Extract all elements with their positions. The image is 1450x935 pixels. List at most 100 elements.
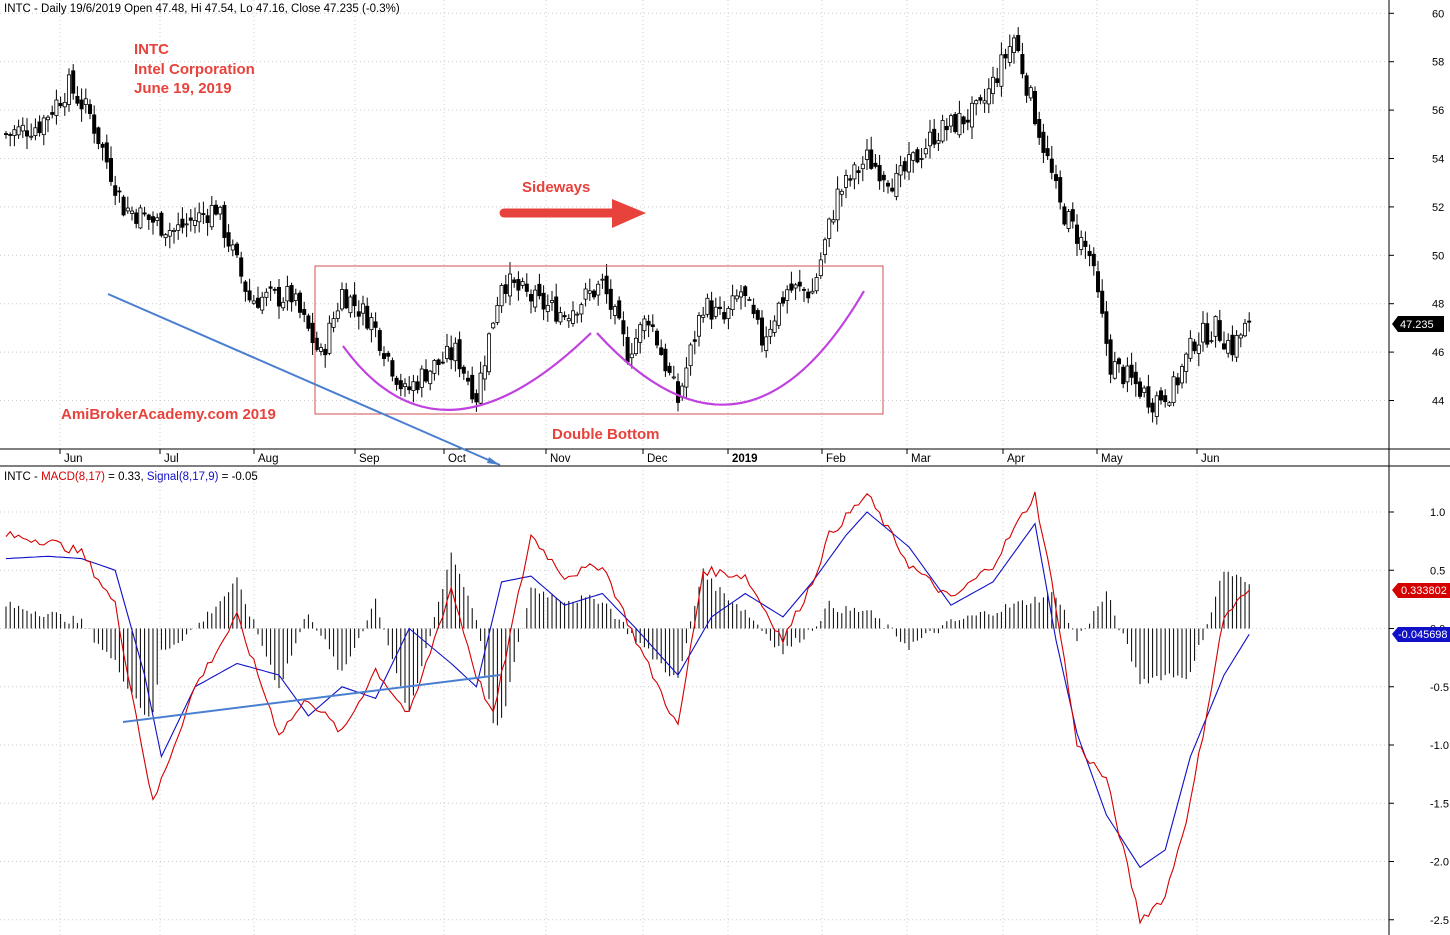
macd-divergence-trendline (122, 674, 501, 723)
candle (730, 284, 735, 316)
candle (331, 311, 336, 333)
candle (150, 211, 155, 235)
candle (243, 280, 248, 302)
candle (1108, 334, 1113, 384)
candle (1171, 371, 1176, 407)
candle (760, 310, 765, 353)
candle (705, 293, 710, 318)
macd-gridlines (0, 466, 1389, 935)
candle (155, 213, 160, 227)
macd-line (5, 491, 1250, 925)
candle (667, 362, 672, 376)
candle (533, 285, 538, 313)
candle (566, 314, 571, 328)
candle (327, 315, 332, 356)
candle (634, 328, 639, 356)
candle (1167, 401, 1172, 407)
candle (806, 288, 811, 304)
candle (71, 64, 76, 100)
candle (167, 222, 172, 249)
candle (524, 273, 529, 297)
candle (302, 301, 307, 323)
price-tick-label: 48 (1432, 299, 1444, 311)
candle (755, 308, 760, 325)
candle (1121, 364, 1126, 389)
candle (839, 188, 844, 207)
candle (701, 306, 706, 323)
candle (16, 119, 21, 139)
candle (1205, 312, 1210, 348)
candle (62, 92, 67, 116)
candle (869, 136, 874, 170)
candle (1196, 332, 1201, 367)
candle (848, 174, 853, 187)
candle (915, 147, 920, 164)
candle (356, 300, 361, 330)
candle (1012, 34, 1017, 64)
candle (146, 213, 151, 230)
candle (592, 289, 597, 300)
candle (743, 285, 748, 307)
date-tick-label: May (1101, 453, 1123, 465)
candle (571, 301, 576, 327)
candle (88, 99, 93, 120)
candle (860, 156, 865, 182)
candle (1062, 203, 1067, 226)
candle (100, 141, 105, 161)
candle (50, 105, 55, 119)
candle (83, 88, 88, 114)
candle (1104, 301, 1109, 356)
candle (898, 155, 903, 188)
svg-text:-0.045698: -0.045698 (1398, 629, 1448, 641)
candle (596, 280, 601, 306)
date-tick-label: 2019 (732, 453, 758, 465)
candle (474, 389, 479, 412)
candle (1066, 208, 1071, 233)
candle (1024, 72, 1029, 103)
candle (339, 282, 344, 312)
candle (1091, 247, 1096, 276)
candle (444, 333, 449, 363)
candle (600, 273, 605, 289)
candle (550, 290, 555, 311)
candle (1125, 357, 1130, 393)
candle (1133, 362, 1138, 397)
candle (423, 359, 428, 384)
candle (995, 67, 1000, 88)
candle (192, 207, 197, 234)
candle (352, 282, 357, 318)
candle (92, 105, 97, 144)
candle (180, 207, 185, 234)
candle (638, 321, 643, 354)
macd-axis: 1.00.50.0-0.5-1.0-1.5-2.0-2.5 (1389, 507, 1449, 927)
candle (318, 343, 323, 356)
candle (923, 138, 928, 159)
candle (575, 311, 580, 324)
candle (890, 178, 895, 193)
candle (1129, 352, 1134, 386)
date-tick-label: Jul (164, 453, 179, 465)
candle (1154, 391, 1159, 425)
candle (978, 94, 983, 105)
candle (138, 204, 143, 230)
date-tick-label: Apr (1007, 453, 1025, 465)
candle (335, 302, 340, 323)
candle (1096, 261, 1101, 298)
candle (394, 375, 399, 391)
candle (886, 180, 891, 194)
candle (613, 304, 618, 325)
candle (1159, 387, 1164, 405)
candle (999, 42, 1004, 97)
macd-pane: 1.00.50.0-0.5-1.0-1.5-2.0-2.5 (0, 466, 1449, 935)
candle (264, 288, 269, 307)
candle (949, 113, 954, 133)
candle (659, 339, 664, 356)
candle (1045, 135, 1050, 160)
candle (432, 358, 437, 381)
candle (461, 364, 466, 380)
date-tick-label: Dec (647, 453, 668, 465)
candle (1230, 325, 1235, 362)
candle (1028, 85, 1033, 102)
macd-tick-label: 1.0 (1430, 507, 1445, 519)
date-tick-label: Jun (64, 453, 83, 465)
